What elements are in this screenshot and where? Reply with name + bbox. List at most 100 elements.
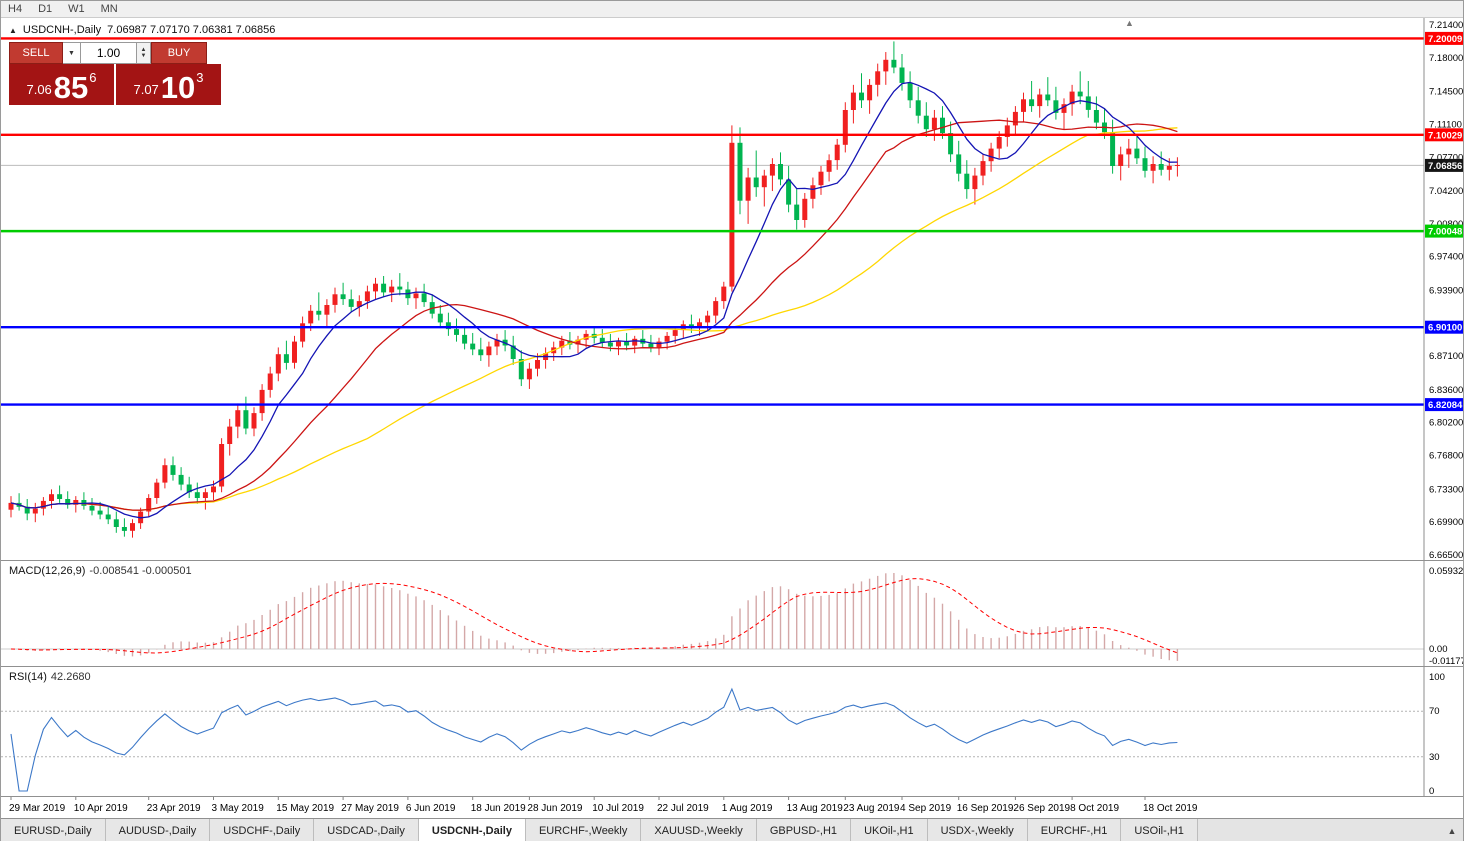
chart-ohlc-values: 7.06987 7.07170 7.06381 7.06856 — [107, 24, 276, 36]
svg-text:30: 30 — [1429, 752, 1440, 763]
svg-text:1 Aug 2019: 1 Aug 2019 — [722, 803, 773, 814]
svg-text:7.00048: 7.00048 — [1428, 227, 1462, 238]
timeframe-d1-button[interactable]: D1 — [38, 3, 53, 15]
macd-label: MACD(12,26,9) -0.008541 -0.000501 — [9, 565, 192, 577]
svg-text:-0.011773: -0.011773 — [1429, 656, 1463, 666]
trade-prices-row: 7.06 85 6 7.07 10 3 — [9, 64, 221, 105]
chart-tab[interactable]: AUDUSD-,Daily — [105, 819, 211, 841]
lot-stepper[interactable]: ▲ ▼ — [137, 42, 151, 64]
step-up-icon[interactable]: ▲ — [140, 47, 147, 53]
svg-text:0.00: 0.00 — [1429, 644, 1448, 655]
svg-text:7.04200: 7.04200 — [1429, 186, 1463, 197]
svg-text:15 May 2019: 15 May 2019 — [276, 803, 334, 814]
svg-text:6.73300: 6.73300 — [1429, 484, 1463, 495]
chart-tab[interactable]: EURCHF-,Weekly — [525, 819, 642, 841]
chart-tab[interactable]: USDX-,Weekly — [927, 819, 1028, 841]
svg-text:7.20009: 7.20009 — [1428, 34, 1462, 45]
svg-text:10 Apr 2019: 10 Apr 2019 — [74, 803, 128, 814]
timeframe-w1-button[interactable]: W1 — [68, 3, 85, 15]
collapse-triangle-icon[interactable]: ▲ — [9, 25, 17, 35]
rsi-indicator-panel: 100 70 30 0 RSI(14) 42.2680 — [1, 666, 1463, 796]
svg-text:6.93900: 6.93900 — [1429, 285, 1463, 296]
chevron-down-icon: ▼ — [68, 49, 75, 57]
svg-text:6.97400: 6.97400 — [1429, 252, 1463, 263]
svg-text:4 Sep 2019: 4 Sep 2019 — [900, 803, 952, 814]
date-axis: 29 Mar 2019 10 Apr 2019 23 Apr 2019 3 May 2… — [1, 796, 1463, 818]
date-axis-canvas: 29 Mar 2019 10 Apr 2019 23 Apr 2019 3 May 2… — [9, 797, 1198, 814]
chart-tab[interactable]: USOil-,H1 — [1121, 819, 1198, 841]
chart-tab[interactable]: GBPUSD-,H1 — [756, 819, 852, 841]
macd-name: MACD(12,26,9) — [9, 565, 86, 577]
chart-tab-bar: EURUSD-,Daily AUDUSD-,Daily USDCHF-,Daily U… — [1, 818, 1463, 841]
rsi-value: 42.2680 — [50, 671, 91, 683]
svg-text:7.00800: 7.00800 — [1429, 219, 1463, 230]
svg-text:6.66500: 6.66500 — [1429, 550, 1463, 560]
chart-tab[interactable]: EURCHF-,H1 — [1027, 819, 1122, 841]
main-chart-panel: 7.21400 7.18000 7.14500 7.11100 7.07700 7.042… — [1, 18, 1463, 560]
chart-tab[interactable]: USDCHF-,Daily — [210, 819, 315, 841]
svg-text:22 Jul 2019: 22 Jul 2019 — [657, 803, 709, 814]
candlestick-chart-canvas[interactable]: 7.21400 7.18000 7.14500 7.11100 7.07700 7.042… — [1, 18, 1463, 560]
rsi-chart-canvas[interactable]: 100 70 30 0 — [1, 667, 1463, 796]
svg-text:6 Jun 2019: 6 Jun 2019 — [406, 803, 456, 814]
svg-text:18 Oct 2019: 18 Oct 2019 — [1143, 803, 1198, 814]
chart-tab[interactable]: XAUUSD-,Weekly — [641, 819, 757, 841]
chart-title: ▲ USDCNH-,Daily 7.06987 7.07170 7.06381 … — [9, 24, 275, 36]
step-down-icon[interactable]: ▼ — [140, 53, 147, 59]
svg-text:23 Aug 2019: 23 Aug 2019 — [843, 803, 900, 814]
chart-tab[interactable]: USDCAD-,Daily — [314, 819, 419, 841]
sell-button[interactable]: SELL — [9, 42, 63, 64]
tab-scroll-up-icon[interactable]: ▲ — [1447, 825, 1457, 836]
svg-text:3 May 2019: 3 May 2019 — [212, 803, 265, 814]
sell-price-main: 85 — [53, 70, 89, 105]
timeframe-mn-button[interactable]: MN — [100, 3, 118, 15]
svg-text:0: 0 — [1429, 786, 1434, 796]
svg-text:6.80200: 6.80200 — [1429, 418, 1463, 429]
svg-text:28 Jun 2019: 28 Jun 2019 — [527, 803, 582, 814]
chart-tab[interactable]: UKOil-,H1 — [851, 819, 928, 841]
lot-dropdown-button[interactable]: ▼ — [63, 42, 81, 64]
chart-symbol-label: USDCNH-,Daily — [22, 24, 102, 36]
svg-text:7.06856: 7.06856 — [1428, 161, 1462, 172]
svg-text:0.059323: 0.059323 — [1429, 566, 1463, 577]
timeframe-h4-button[interactable]: H4 — [8, 3, 23, 15]
svg-text:8 Oct 2019: 8 Oct 2019 — [1070, 803, 1119, 814]
svg-text:23 Apr 2019: 23 Apr 2019 — [147, 803, 201, 814]
chart-shift-marker-icon[interactable]: ▲ — [1125, 18, 1134, 28]
svg-text:7.21400: 7.21400 — [1429, 20, 1463, 31]
svg-text:26 Sep 2019: 26 Sep 2019 — [1013, 803, 1070, 814]
svg-text:18 Jun 2019: 18 Jun 2019 — [471, 803, 526, 814]
rsi-name: RSI(14) — [9, 671, 47, 683]
svg-text:27 May 2019: 27 May 2019 — [341, 803, 399, 814]
macd-indicator-panel: 0.059323 0.00-0.011773 MACD(12,26,9)-0.00… — [1, 560, 1463, 666]
chart-tab[interactable]: EURUSD-,Daily — [1, 819, 106, 841]
sell-price-prefix: 7.06 — [26, 82, 52, 97]
svg-text:6.90100: 6.90100 — [1428, 323, 1462, 334]
svg-text:10 Jul 2019: 10 Jul 2019 — [592, 803, 644, 814]
svg-text:100: 100 — [1429, 672, 1445, 683]
svg-text:6.69900: 6.69900 — [1429, 517, 1463, 528]
macd-chart-canvas[interactable]: 0.059323 0.00-0.011773 — [1, 561, 1463, 666]
macd-values: -0.008541 -0.000501 — [89, 565, 192, 577]
svg-text:29 Mar 2019: 29 Mar 2019 — [9, 803, 66, 814]
sell-price-display[interactable]: 7.06 85 6 — [9, 64, 114, 105]
buy-price-prefix: 7.07 — [133, 82, 159, 97]
buy-price-pip: 3 — [196, 70, 204, 85]
buy-price-main: 10 — [160, 70, 196, 105]
svg-text:7.11100: 7.11100 — [1429, 119, 1462, 130]
chart-tab[interactable]: USDCNH-,Daily — [418, 819, 526, 841]
svg-text:16 Sep 2019: 16 Sep 2019 — [957, 803, 1014, 814]
sell-price-pip: 6 — [89, 70, 97, 85]
svg-text:6.76800: 6.76800 — [1429, 451, 1463, 462]
buy-price-display[interactable]: 7.07 10 3 — [116, 64, 221, 105]
svg-text:7.18000: 7.18000 — [1429, 53, 1463, 64]
svg-text:6.82084: 6.82084 — [1428, 400, 1463, 411]
svg-text:6.87100: 6.87100 — [1429, 351, 1463, 362]
svg-text:6.83600: 6.83600 — [1429, 385, 1463, 396]
lot-size-input[interactable] — [81, 42, 137, 64]
buy-button[interactable]: BUY — [151, 42, 207, 64]
svg-text:13 Aug 2019: 13 Aug 2019 — [787, 803, 844, 814]
rsi-label: RSI(14) 42.2680 — [9, 671, 91, 683]
